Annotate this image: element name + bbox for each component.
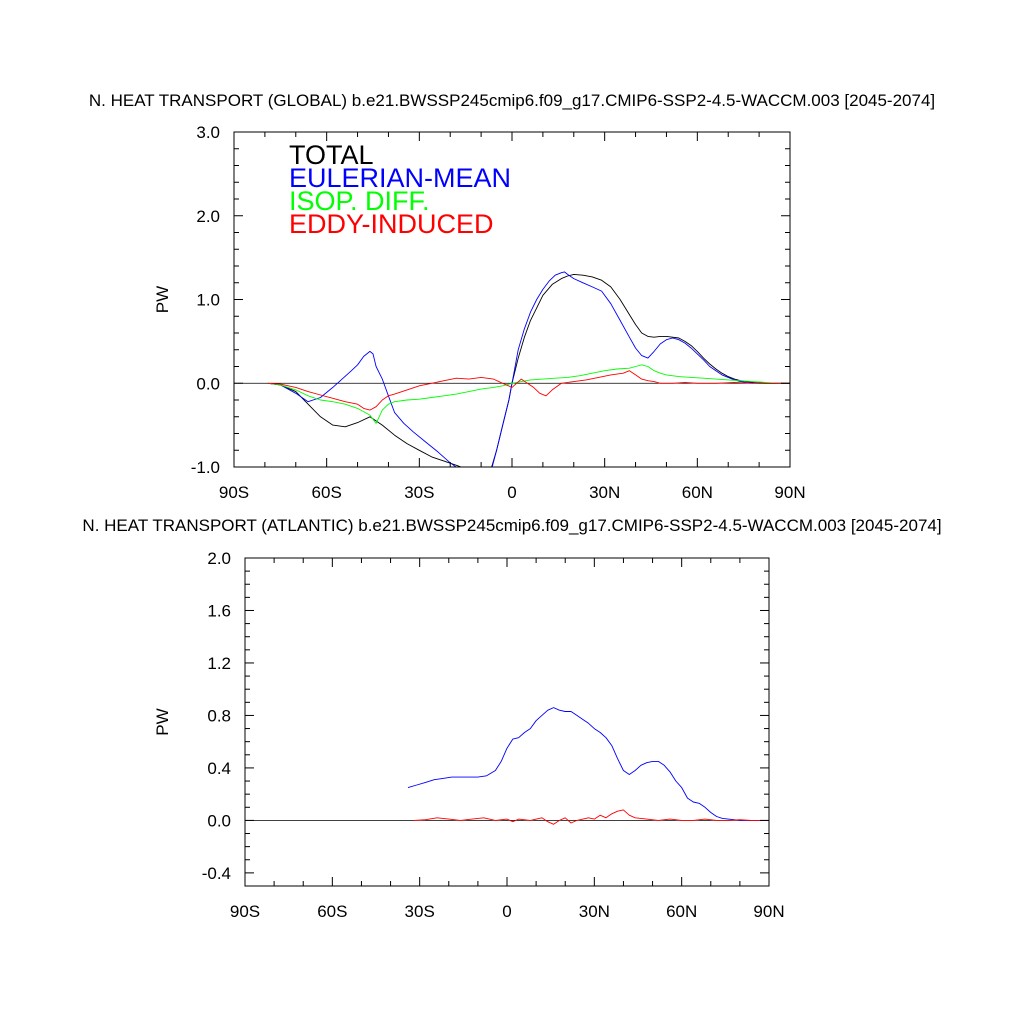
chart-1: N. HEAT TRANSPORT (GLOBAL) b.e21.BWSSP24… <box>89 91 935 502</box>
y-axis-label: PW <box>153 708 172 735</box>
x-tick-label: 90S <box>219 483 249 502</box>
legend-entry: EULERIAN-MEAN <box>289 163 511 193</box>
series-line-eulerian-mean <box>267 271 790 467</box>
chart-title: N. HEAT TRANSPORT (GLOBAL) b.e21.BWSSP24… <box>89 91 935 110</box>
chart-2: N. HEAT TRANSPORT (ATLANTIC) b.e21.BWSSP… <box>82 516 941 921</box>
x-tick-label: 90N <box>774 483 805 502</box>
x-tick-label: 90S <box>230 902 260 921</box>
x-tick-label: 60N <box>666 902 697 921</box>
series-line-eddy-induced <box>413 809 769 825</box>
y-tick-label: 0.0 <box>196 374 220 393</box>
x-tick-label: 60S <box>317 902 347 921</box>
y-tick-label: 1.2 <box>207 654 231 673</box>
y-tick-label: 0.4 <box>207 759 231 778</box>
y-tick-label: 1.0 <box>196 291 220 310</box>
y-axis-label: PW <box>153 286 172 313</box>
y-tick-label: 0.8 <box>207 706 231 725</box>
x-tick-label: 30S <box>405 902 435 921</box>
legend-entry: TOTAL <box>289 140 374 170</box>
legend-entry: ISOP. DIFF. <box>289 186 430 216</box>
x-tick-label: 30S <box>404 483 434 502</box>
series-line-eulerian-mean <box>407 707 769 821</box>
series-line-isop-diff <box>267 364 790 424</box>
chart-title: N. HEAT TRANSPORT (ATLANTIC) b.e21.BWSSP… <box>82 516 941 535</box>
x-tick-label: 90N <box>753 902 784 921</box>
y-tick-label: 3.0 <box>196 123 220 142</box>
legend-entry: EDDY-INDUCED <box>289 209 494 239</box>
y-tick-label: 2.0 <box>196 207 220 226</box>
y-tick-label: 0.0 <box>207 811 231 830</box>
series-line-eddy-induced <box>267 370 790 411</box>
x-tick-label: 30N <box>589 483 620 502</box>
y-tick-label: 1.6 <box>207 601 231 620</box>
series-line-total <box>267 273 790 467</box>
x-tick-label: 0 <box>507 483 516 502</box>
x-tick-label: 30N <box>579 902 610 921</box>
y-tick-label: -1.0 <box>191 458 220 477</box>
x-tick-label: 60S <box>312 483 342 502</box>
y-tick-label: 2.0 <box>207 549 231 568</box>
x-tick-label: 0 <box>502 902 511 921</box>
x-tick-label: 60N <box>682 483 713 502</box>
y-tick-label: -0.4 <box>202 864 231 883</box>
